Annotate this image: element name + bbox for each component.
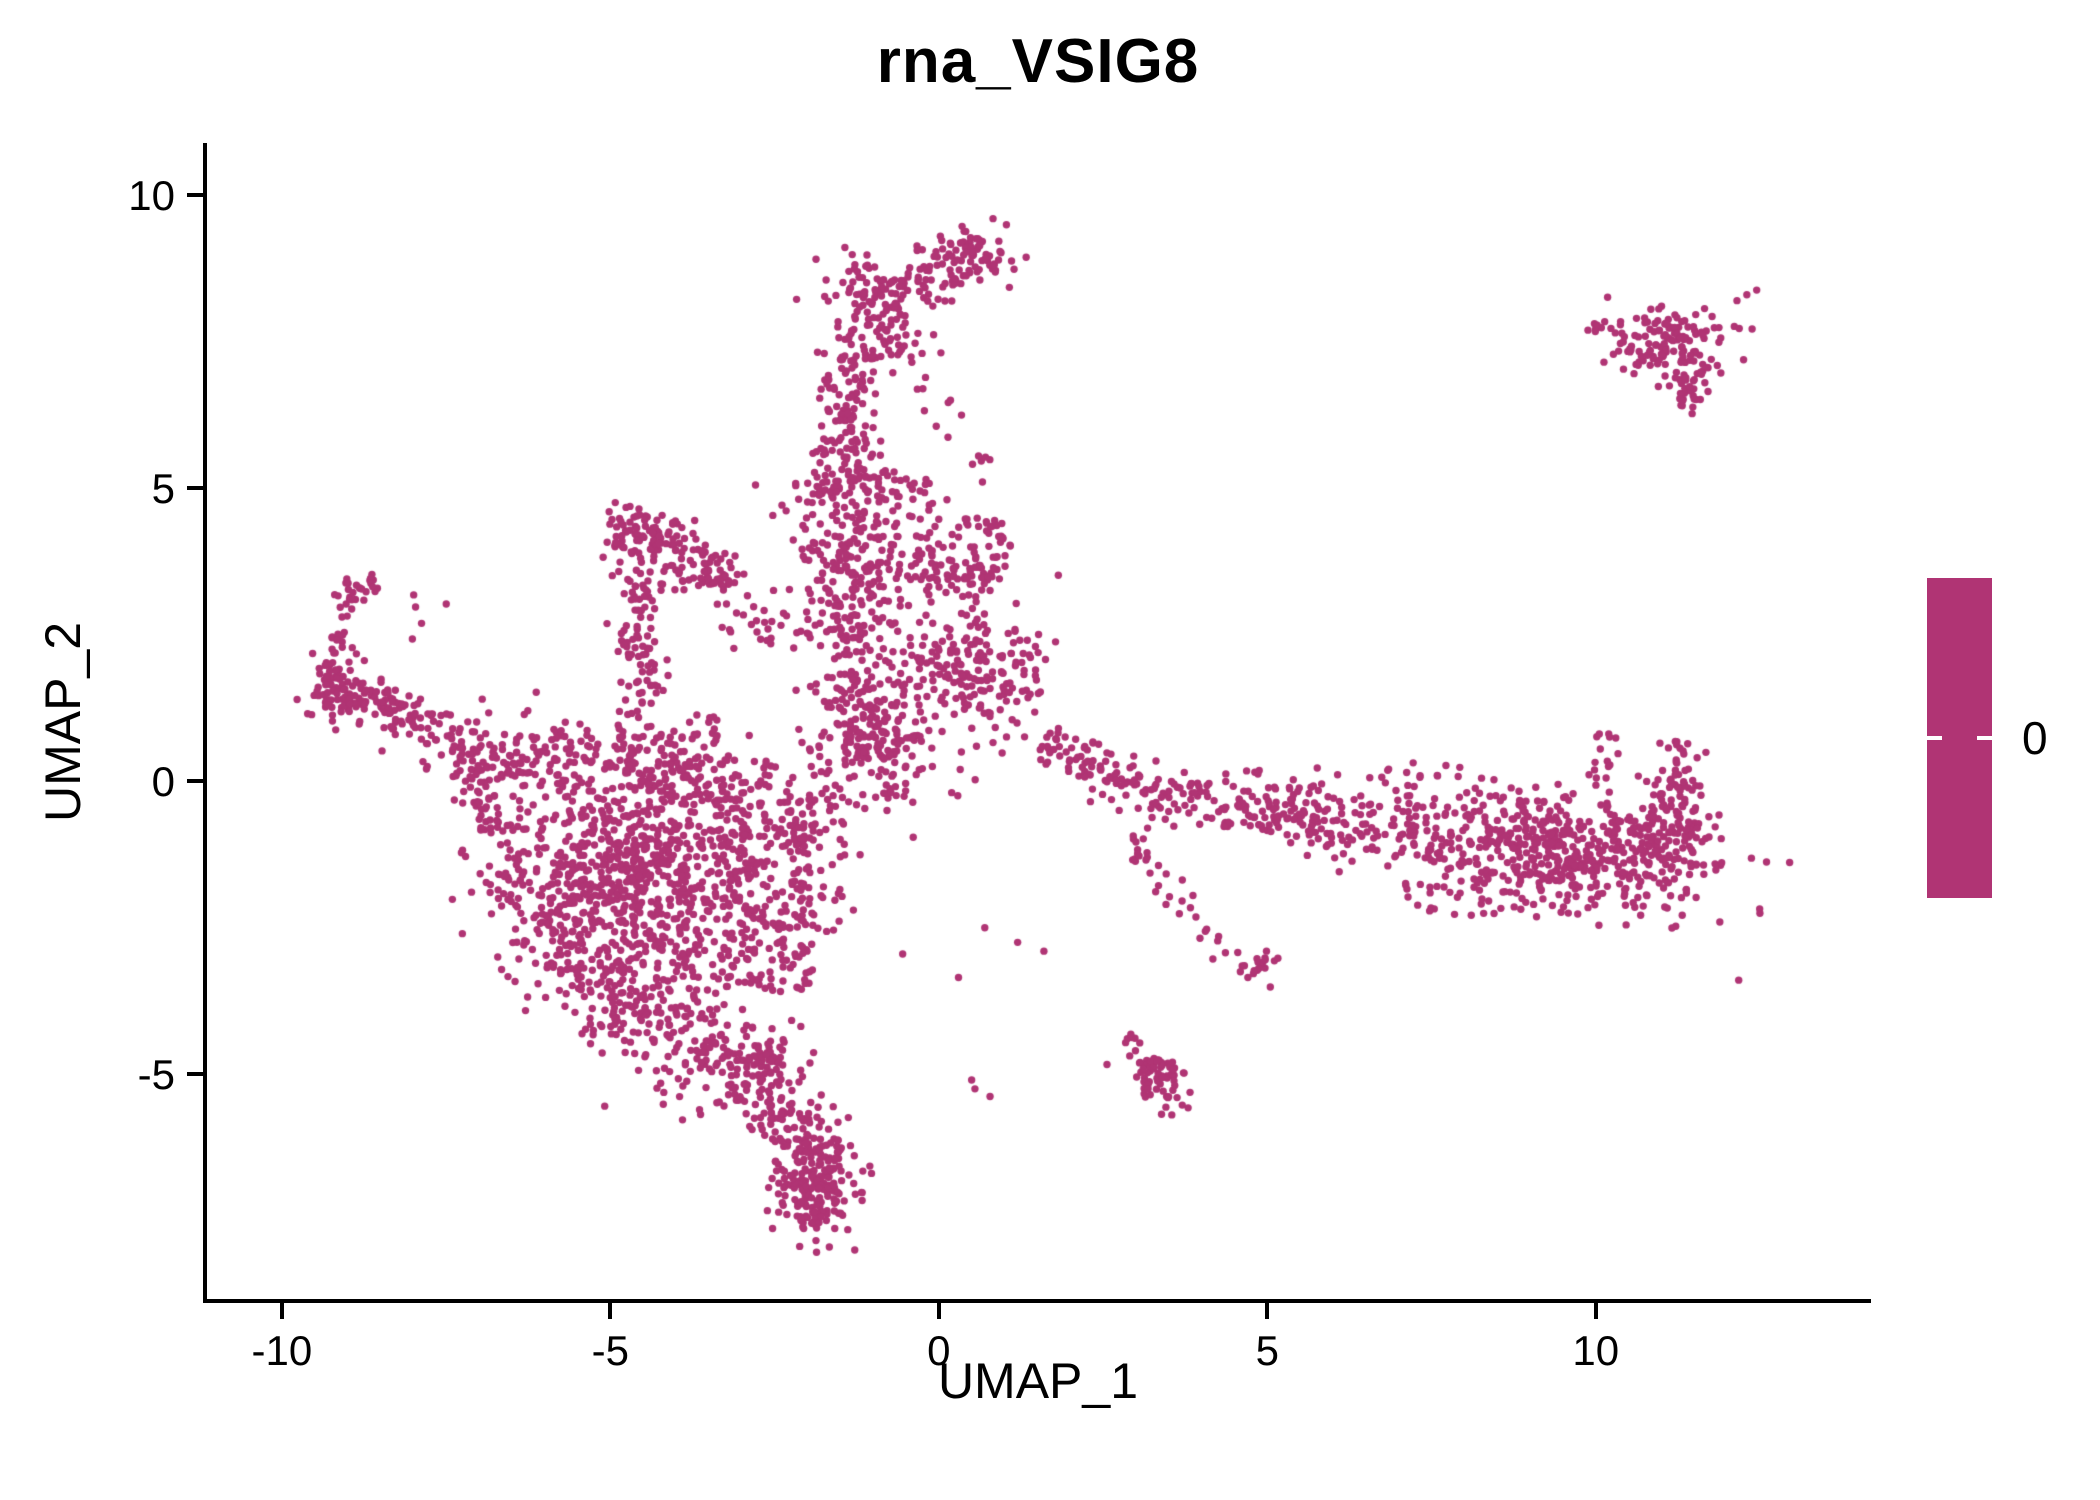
y-axis-label: UMAP_2: [35, 621, 91, 823]
y-tick-label: 5: [151, 465, 175, 513]
x-tick-label: -5: [591, 1327, 629, 1374]
y-tick-mark: [187, 193, 203, 198]
legend-tick-left: [1927, 736, 1942, 740]
x-tick-label: 5: [1255, 1327, 1279, 1374]
y-tick-mark: [187, 486, 203, 491]
y-tick-label: 0: [151, 758, 175, 806]
x-tick-label: 0: [927, 1327, 951, 1374]
x-tick-label: 10: [1572, 1327, 1620, 1374]
x-tick-mark: [608, 1303, 613, 1319]
legend-label: 0: [2022, 712, 2048, 764]
y-tick-label: 10: [128, 172, 175, 220]
y-tick-mark: [187, 1072, 203, 1077]
x-axis-label: UMAP_1: [937, 1353, 1139, 1409]
umap-scatter-canvas: [205, 143, 1871, 1301]
x-axis-line: [203, 1299, 1871, 1303]
legend-tick-right: [1977, 736, 1992, 740]
y-tick-mark: [187, 779, 203, 784]
x-tick-label: -10: [251, 1327, 313, 1374]
y-tick-label: -5: [137, 1051, 175, 1099]
x-tick-mark: [1265, 1303, 1270, 1319]
y-axis-line: [203, 143, 207, 1303]
x-tick-mark: [279, 1303, 284, 1319]
x-tick-mark: [1593, 1303, 1598, 1319]
x-tick-mark: [936, 1303, 941, 1319]
plot-title: rna_VSIG8: [876, 27, 1200, 96]
